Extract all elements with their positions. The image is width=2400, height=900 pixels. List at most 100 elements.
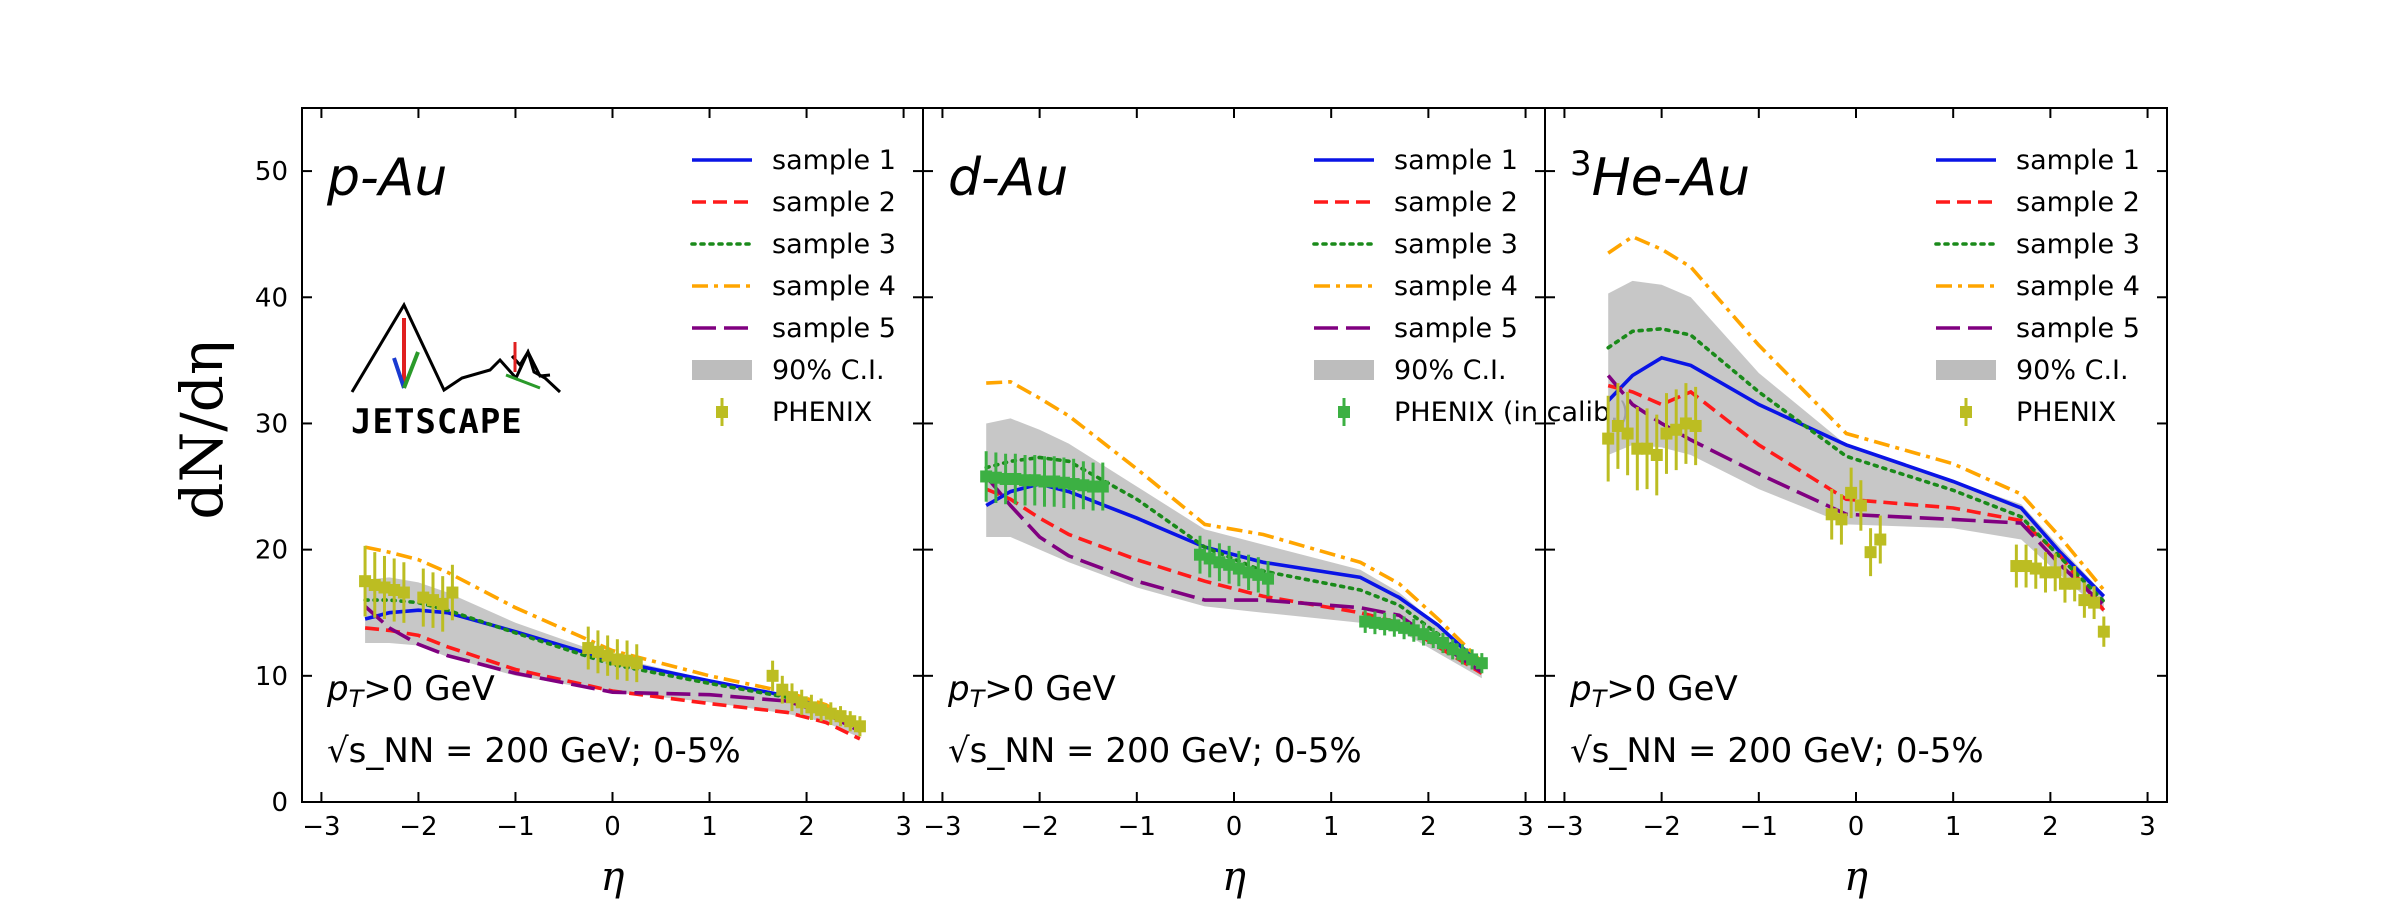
legend-label: 90% C.I. bbox=[772, 355, 885, 386]
data-point bbox=[853, 720, 866, 733]
data-point bbox=[1689, 419, 1702, 432]
legend-label: sample 2 bbox=[2016, 187, 2140, 218]
data-point bbox=[2058, 577, 2071, 590]
data-point bbox=[1417, 628, 1430, 641]
condition-pt: pT>0 GeV bbox=[326, 669, 495, 713]
data-point bbox=[1631, 442, 1644, 455]
data-point bbox=[601, 649, 614, 662]
ci-band bbox=[986, 418, 1482, 679]
data-point bbox=[368, 578, 381, 591]
legend-entry: sample 5 bbox=[692, 313, 896, 344]
legend-swatch-marker bbox=[1960, 406, 1972, 418]
data-point bbox=[2097, 625, 2110, 638]
data-point bbox=[1660, 427, 1673, 440]
x-tick-label: 3 bbox=[1517, 812, 1534, 842]
panel-title: d-Au bbox=[948, 148, 1068, 208]
legend-entry: sample 2 bbox=[1936, 187, 2140, 218]
data-point bbox=[1427, 631, 1440, 644]
legend-label: sample 3 bbox=[1394, 229, 1518, 260]
condition-energy: √s_NN = 200 GeV; 0-5% bbox=[327, 731, 741, 771]
data-point bbox=[2049, 566, 2062, 579]
y-axis-label: dN/dη bbox=[168, 340, 236, 519]
data-point bbox=[446, 586, 459, 599]
legend-entry: sample 3 bbox=[1312, 229, 1518, 260]
legend-label: sample 1 bbox=[2016, 145, 2140, 176]
data-point bbox=[766, 669, 779, 682]
data-point bbox=[1446, 643, 1459, 656]
data-point bbox=[591, 645, 604, 658]
data-point bbox=[824, 707, 837, 720]
x-tick-label: −3 bbox=[923, 812, 961, 842]
data-point bbox=[1650, 449, 1663, 461]
series-line-sample-1 bbox=[1606, 355, 2106, 598]
data-point bbox=[1611, 419, 1624, 432]
logo-peak-icon bbox=[510, 348, 562, 394]
x-tick-label: −1 bbox=[1740, 812, 1778, 842]
data-point bbox=[1223, 558, 1236, 571]
data-point bbox=[1679, 417, 1692, 430]
data-point bbox=[1038, 475, 1051, 488]
series-line-sample-4 bbox=[1607, 234, 2106, 592]
legend-label: 90% C.I. bbox=[1394, 355, 1507, 386]
legend-swatch-marker bbox=[716, 406, 728, 418]
data-point bbox=[1193, 548, 1206, 561]
legend-entry: sample 4 bbox=[1936, 271, 2140, 302]
data-point bbox=[1096, 480, 1109, 493]
x-tick-label: 3 bbox=[2139, 812, 2156, 842]
data-point bbox=[436, 597, 449, 610]
legend-entry: PHENIX bbox=[716, 397, 872, 428]
legend-swatch-band bbox=[1936, 360, 1996, 380]
data-point bbox=[2068, 577, 2081, 590]
series-line-sample-2 bbox=[364, 626, 861, 741]
data-point bbox=[388, 584, 401, 597]
legend-label: sample 2 bbox=[772, 187, 896, 218]
x-tick-label: −3 bbox=[302, 812, 340, 842]
legend-label: PHENIX bbox=[772, 397, 872, 428]
data-point bbox=[1641, 442, 1654, 455]
legend-entry: PHENIX bbox=[1960, 397, 2116, 428]
legend-entry: sample 3 bbox=[1934, 229, 2140, 260]
data-point bbox=[844, 715, 857, 728]
data-point bbox=[2088, 596, 2101, 609]
data-point bbox=[1602, 432, 1615, 445]
legend-label: sample 4 bbox=[2016, 271, 2140, 302]
data-point bbox=[582, 642, 595, 655]
x-tick-label: 1 bbox=[1323, 812, 1340, 842]
data-point bbox=[630, 657, 643, 670]
legend-entry: PHENIX (in calib.) bbox=[1338, 397, 1629, 428]
data-point bbox=[795, 696, 808, 709]
data-point bbox=[417, 591, 430, 604]
data-point bbox=[1359, 615, 1372, 628]
x-tick-label: −2 bbox=[1020, 812, 1058, 842]
data-point bbox=[1407, 624, 1420, 637]
data-point bbox=[1398, 621, 1411, 634]
legend-entry: sample 2 bbox=[1314, 187, 1518, 218]
plot-area bbox=[1602, 234, 2110, 647]
legend-entry: sample 2 bbox=[692, 187, 896, 218]
legend-entry: sample 3 bbox=[690, 229, 896, 260]
data-point bbox=[2010, 560, 2023, 573]
data-point bbox=[359, 575, 372, 588]
data-point bbox=[2029, 562, 2042, 575]
data-point bbox=[1368, 616, 1381, 629]
data-point bbox=[426, 594, 439, 607]
legend-label: sample 3 bbox=[772, 229, 896, 260]
legend-label: PHENIX (in calib.) bbox=[1394, 397, 1629, 428]
y-tick-label: 40 bbox=[255, 283, 288, 313]
data-point bbox=[989, 471, 1002, 484]
data-point bbox=[805, 701, 818, 714]
data-point bbox=[1232, 562, 1245, 575]
data-point bbox=[1835, 513, 1848, 526]
y-tick-label: 20 bbox=[255, 536, 288, 566]
data-point bbox=[1621, 427, 1634, 440]
data-point bbox=[1019, 474, 1032, 487]
data-point bbox=[2078, 594, 2091, 607]
data-point bbox=[1077, 479, 1090, 492]
logo-jet-green-icon bbox=[402, 351, 420, 389]
panel-d-au: −3 −2 −1 0 1 2 3 η d-Au sample 1 sample 2 sample 3 s… bbox=[922, 107, 1629, 900]
condition-energy: √s_NN = 200 GeV; 0-5% bbox=[948, 731, 1362, 771]
x-tick-label: 0 bbox=[1226, 812, 1243, 842]
legend-label: sample 3 bbox=[2016, 229, 2140, 260]
